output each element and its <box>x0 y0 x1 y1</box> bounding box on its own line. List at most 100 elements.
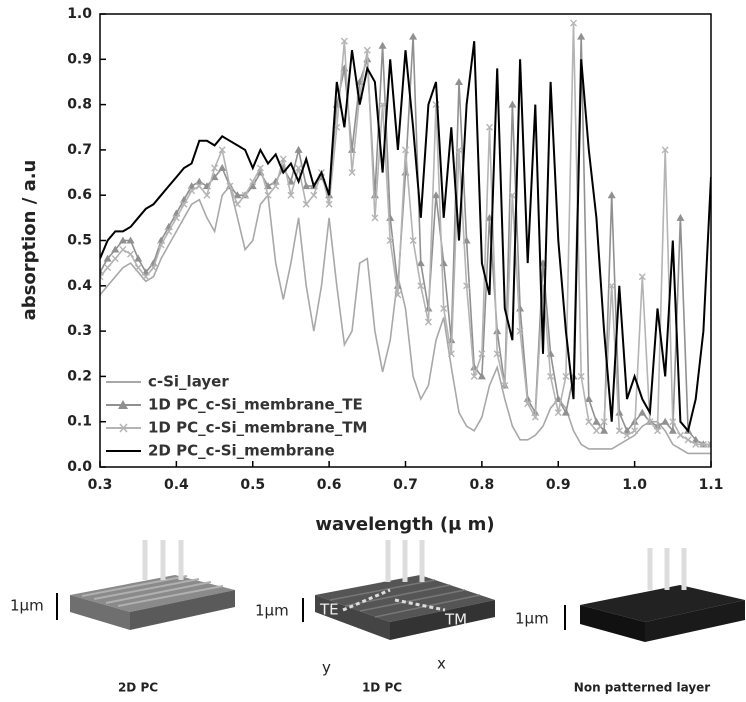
marker <box>172 214 180 222</box>
slab-side <box>315 595 390 640</box>
legend-marker <box>119 423 128 433</box>
marker <box>302 182 311 190</box>
slab-top <box>580 585 745 622</box>
y-tick-label: 0.8 <box>67 97 92 113</box>
marker <box>584 395 593 403</box>
marker <box>287 191 295 199</box>
marker <box>577 372 585 380</box>
light-arrows <box>647 548 687 590</box>
marker <box>295 164 303 172</box>
panel-caption: 1D PC <box>362 681 402 695</box>
marker <box>126 236 135 244</box>
slab-front <box>645 600 745 642</box>
marker <box>684 436 692 444</box>
series-line <box>100 41 711 433</box>
marker <box>127 250 135 258</box>
marker <box>371 214 379 222</box>
marker <box>676 213 685 221</box>
marker <box>463 282 471 290</box>
y-tick-label: 0.6 <box>67 187 92 203</box>
marker <box>607 191 616 199</box>
y-tick-label: 1.0 <box>67 6 92 22</box>
marker <box>226 182 234 190</box>
marker <box>264 191 272 199</box>
light-arrows <box>142 540 184 580</box>
marker <box>134 254 143 262</box>
panel-caption: Non patterned layer <box>574 681 710 695</box>
x-tick-label: 1.1 <box>699 477 724 493</box>
marker <box>165 227 173 235</box>
marker <box>470 372 478 380</box>
marker <box>100 273 104 281</box>
marker <box>157 241 165 249</box>
legend-marker <box>118 400 128 409</box>
marker <box>104 264 112 272</box>
marker <box>379 101 387 109</box>
marker <box>279 155 287 163</box>
marker <box>111 255 119 263</box>
y-tick-label: 0.1 <box>67 414 92 430</box>
legend-label: 1D PC_c-Si_membrane_TE <box>148 396 363 414</box>
marker <box>310 191 318 199</box>
axes-arrows <box>319 643 431 666</box>
marker <box>554 409 562 417</box>
marker <box>570 19 578 27</box>
panel-2d: 1μm 2D PC <box>10 540 235 695</box>
panel-1d: 1μm TE TM y x 1D PC <box>255 540 495 695</box>
y-tick-label: 0.2 <box>67 368 92 384</box>
marker <box>409 32 418 40</box>
y-tick-label: 0.5 <box>67 233 92 249</box>
marker <box>707 440 711 448</box>
marker <box>378 41 387 49</box>
marker <box>256 164 264 172</box>
marker <box>210 173 219 181</box>
y-tick-label: 0.9 <box>67 51 92 67</box>
marker <box>577 32 586 40</box>
marker <box>180 200 188 208</box>
plot-frame <box>99 13 712 468</box>
x-tick-label: 0.7 <box>393 477 418 493</box>
marker <box>241 191 249 199</box>
marker <box>562 372 570 380</box>
slab-side <box>580 605 645 642</box>
x-tick-label: 0.3 <box>88 477 113 493</box>
marker <box>600 426 609 434</box>
marker <box>493 350 501 358</box>
panel-flat: 1μm Non patterned layer <box>515 548 745 695</box>
marker <box>233 200 241 208</box>
marker <box>447 350 455 358</box>
marker <box>661 417 670 425</box>
marker <box>615 408 624 416</box>
marker <box>477 372 486 380</box>
marker <box>440 304 448 312</box>
marker <box>195 182 203 190</box>
marker <box>363 46 371 54</box>
y-axis-title: absorption / a.u <box>19 160 40 321</box>
y-tick-label: 0.4 <box>67 278 92 294</box>
marker <box>111 245 120 253</box>
marker <box>402 146 409 154</box>
grooves <box>329 579 481 618</box>
marker <box>478 350 486 358</box>
y-tick-label: 0.0 <box>67 459 92 475</box>
marker <box>622 426 631 434</box>
marker <box>668 426 677 434</box>
marker <box>325 200 333 208</box>
marker <box>439 259 448 267</box>
slab-side <box>70 595 130 630</box>
marker <box>486 123 494 131</box>
marker <box>531 413 539 421</box>
marker <box>119 246 127 254</box>
tm-arrow <box>394 598 446 612</box>
marker <box>149 264 157 272</box>
series-line <box>100 184 711 455</box>
marker <box>638 408 647 416</box>
marker <box>592 417 601 425</box>
legend-label: c-Si_layer <box>148 373 229 391</box>
marker <box>348 169 356 177</box>
marker <box>623 431 631 439</box>
marker <box>409 237 417 244</box>
x-tick-label: 0.9 <box>546 477 571 493</box>
marker <box>638 273 646 281</box>
marker <box>386 213 395 221</box>
